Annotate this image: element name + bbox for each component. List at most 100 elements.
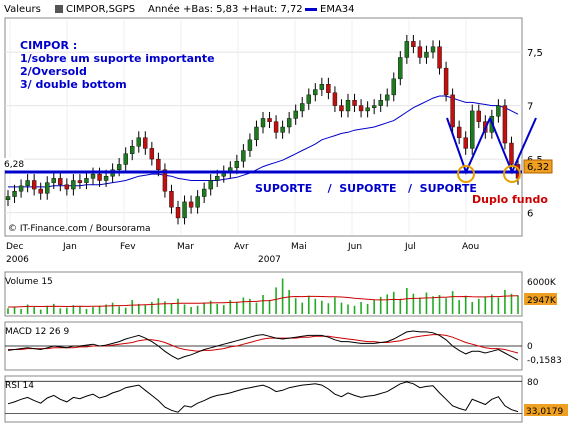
candle-body xyxy=(162,169,168,192)
double-bottom-w-right xyxy=(489,117,537,175)
price-grid xyxy=(5,20,522,234)
macd-tick-0: 0 xyxy=(527,342,533,352)
candle-body xyxy=(345,100,351,112)
candle-body xyxy=(201,188,207,197)
bottom-marker-2 xyxy=(503,165,521,183)
ema-legend-swatch xyxy=(305,8,317,11)
support-label: SUPORTE / SUPORTE / SUPORTE xyxy=(255,182,477,195)
price-tick-label: 6 xyxy=(527,209,533,220)
candle-body xyxy=(430,46,436,53)
ticker-swatch xyxy=(55,5,63,13)
candle-body xyxy=(496,105,501,117)
candle-body xyxy=(371,105,377,108)
x-axis-labels: Dec Jan Fev Mar Avr Mai Jun Jul Aou xyxy=(6,242,479,252)
volume-ma xyxy=(8,295,519,308)
candle-body xyxy=(365,107,370,112)
candle-body xyxy=(286,118,292,128)
candle-body xyxy=(38,188,43,194)
candle-body xyxy=(293,110,298,119)
candle-body xyxy=(103,176,109,181)
header-range: Année +Bas: 5,83 +Haut: 7,72 xyxy=(148,3,303,15)
candle-body xyxy=(64,184,70,190)
rsi-panel-frame xyxy=(4,375,523,423)
candle-body xyxy=(77,180,83,183)
macd-title: MACD 12 26 9 xyxy=(5,327,69,337)
candle-body xyxy=(378,100,383,106)
candle-body xyxy=(404,41,410,58)
volume-tick-6000k: 6000K xyxy=(527,278,557,288)
candle-body xyxy=(319,83,325,90)
candle-body xyxy=(509,142,514,165)
candle-body xyxy=(45,182,50,194)
x-tick-label: Avr xyxy=(234,242,249,252)
volume-last-tag xyxy=(524,293,557,305)
candle-body xyxy=(234,161,240,168)
candle-body xyxy=(273,121,279,133)
rsi-last-value: 33,0179 xyxy=(526,407,563,417)
candle-body xyxy=(437,46,442,69)
candle-body xyxy=(208,180,213,190)
candle-body xyxy=(313,89,318,96)
candle-body xyxy=(280,126,285,133)
volume-ma-line xyxy=(8,295,519,308)
candle-body xyxy=(476,110,481,122)
candle-body xyxy=(463,137,468,149)
candle-body xyxy=(51,178,56,183)
x-tick-label: Jun xyxy=(347,242,362,252)
candle-body xyxy=(215,176,220,181)
volume-title: Volume 15 xyxy=(5,277,53,287)
note-title: CIMPOR : xyxy=(20,39,77,52)
price-tick-label: 7 xyxy=(527,102,533,113)
note-line-1: 1/sobre um suporte importante xyxy=(20,52,215,65)
candle-body xyxy=(391,78,396,96)
candle-body xyxy=(143,137,148,149)
macd-line xyxy=(7,330,519,361)
note-line-3: 3/ double bottom xyxy=(20,78,127,91)
x-tick-label: Mai xyxy=(291,242,307,252)
candle-body xyxy=(424,51,429,58)
candle-body xyxy=(470,110,475,149)
candle-body xyxy=(12,190,17,197)
candle-body xyxy=(241,150,246,162)
x-tick-label: Fev xyxy=(120,242,136,252)
candle-body xyxy=(149,148,155,160)
double-bottom-label: Duplo fundo xyxy=(472,193,548,206)
rsi-series xyxy=(7,381,519,413)
candle-body xyxy=(339,105,344,112)
candle-body xyxy=(182,201,187,219)
rsi-last-tag xyxy=(524,404,568,416)
candle-body xyxy=(169,190,174,208)
candle-body xyxy=(398,57,403,80)
candle-body xyxy=(188,201,194,208)
candle-body xyxy=(417,46,423,58)
note-line-2: 2/Oversold xyxy=(20,65,87,78)
candle-body xyxy=(136,137,141,147)
candle-body xyxy=(97,173,102,181)
copyright-text: © IT-Finance.com / Boursorama xyxy=(8,224,150,234)
double-bottom-w-left xyxy=(446,117,491,175)
header-ticker: CIMPOR,SGPS xyxy=(66,4,135,15)
candle-body xyxy=(156,158,161,171)
candle-body xyxy=(116,164,122,170)
volume-last-value: 2947K xyxy=(527,296,557,306)
header-valeurs: Valeurs xyxy=(4,4,41,15)
candle-body xyxy=(25,180,30,187)
candle-body xyxy=(195,196,200,208)
candle-body xyxy=(18,185,24,192)
candle-body xyxy=(123,153,128,165)
candle-body xyxy=(31,180,37,190)
candle-body xyxy=(300,103,305,112)
candle-body xyxy=(358,105,364,112)
x-tick-label: Dec xyxy=(6,242,23,252)
x-tick-label: Jan xyxy=(62,242,77,252)
candle-body xyxy=(267,118,272,122)
candle-body xyxy=(254,126,259,141)
candle-body xyxy=(332,92,338,106)
candle-body xyxy=(5,196,11,200)
candle-body xyxy=(71,180,76,190)
candle-body xyxy=(130,146,135,154)
candle-body xyxy=(385,94,390,101)
ema34-line xyxy=(8,95,519,188)
last-price-text: 6,32 xyxy=(527,162,549,173)
left-price-box xyxy=(0,158,24,170)
